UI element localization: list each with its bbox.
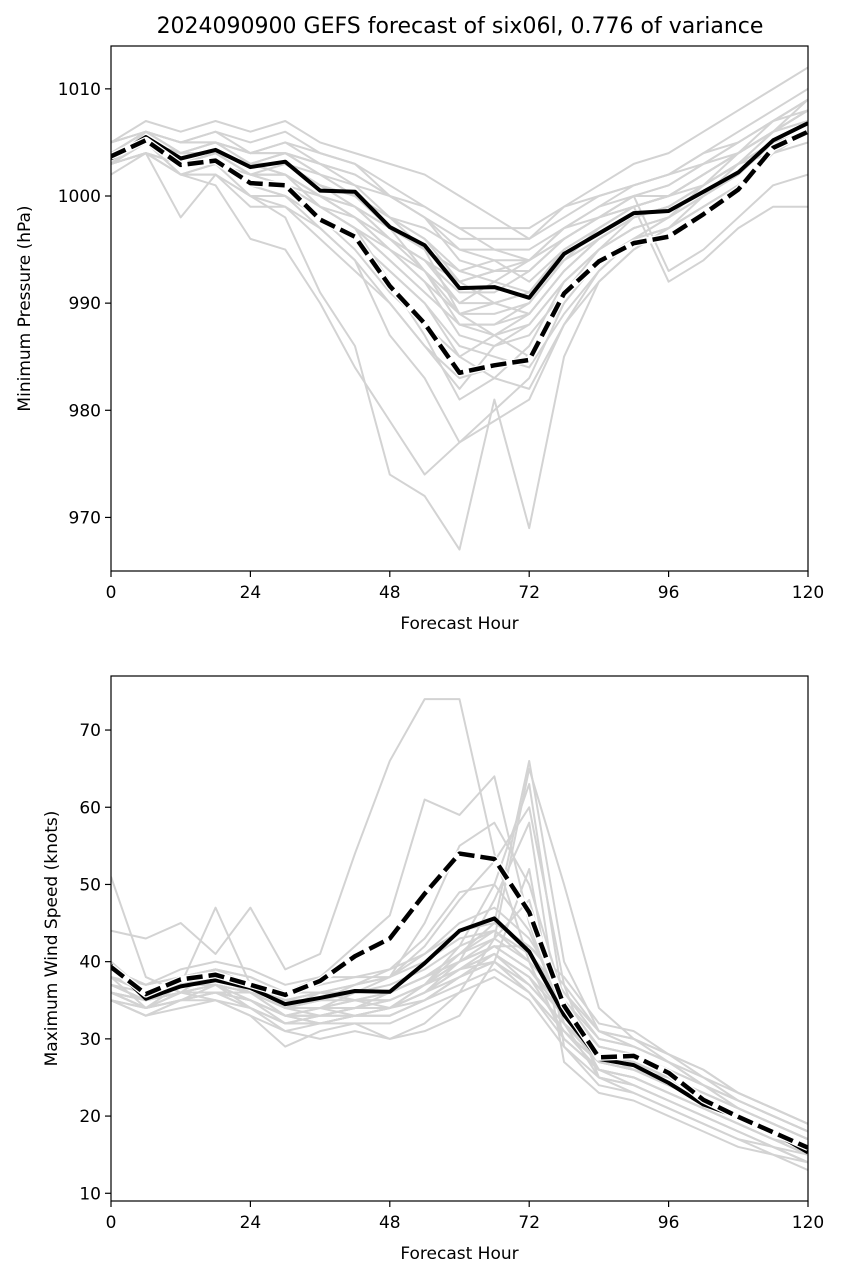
wind-member-line-16 [111,952,808,1148]
pressure-member-line-15 [111,109,808,294]
pressure-y-tick-label: 1010 [58,80,101,100]
pressure-y-tick-label: 1000 [58,187,101,207]
wind-x-tick-label: 0 [106,1213,117,1233]
wind-x-tick-label: 96 [658,1213,680,1233]
pressure-x-tick-label: 72 [518,583,540,603]
wind-y-tick-label: 20 [79,1107,101,1127]
pressure-x-tick-label: 24 [240,583,262,603]
wind-member-line-20 [111,960,808,1156]
wind-member-line-24 [111,960,808,1141]
pressure-axes-frame [110,45,809,572]
figure-title: 2024090900 GEFS forecast of six06l, 0.77… [157,14,764,39]
wind-x-axis-label: Forecast Hour [400,1244,518,1264]
wind-x-tick-label: 24 [240,1213,262,1233]
pressure-y-tick-label: 980 [69,401,101,421]
pressure-solid-line [111,121,808,300]
pressure-x-tick-label: 0 [106,583,117,603]
wind-y-tick-label: 40 [79,953,101,973]
pressure-member-line-1 [111,109,808,358]
wind-member-line-12 [111,929,808,1156]
wind-y-axis-label: Maximum Wind Speed (knots) [42,811,62,1067]
wind-member-line-8 [111,868,808,1172]
pressure-plot-area [111,66,808,551]
wind-x-tick-label: 120 [792,1213,824,1233]
wind-member-line-4 [111,759,808,1141]
pressure-x-tick-label: 96 [658,583,680,603]
pressure-member-line-5 [111,66,808,240]
wind-member-line-30 [111,960,808,1148]
pressure-y-tick-label: 970 [69,508,101,528]
wind-x-tick-label: 72 [518,1213,540,1233]
pressure-dashed-line [111,129,808,376]
pressure-x-tick-label: 48 [379,583,401,603]
pressure-member-line-24 [111,120,808,283]
pressure-y-tick-label: 990 [69,294,101,314]
pressure-member-line-4 [111,98,808,551]
pressure-dashed-line-halo [111,128,808,377]
pressure-y-axis-label: Minimum Pressure (hPa) [15,205,35,411]
wind-dashed-line [111,851,808,1150]
pressure-x-axis-label: Forecast Hour [400,614,518,634]
wind-member-line-26 [111,929,808,1125]
wind-plot-area [111,698,808,1172]
wind-y-tick-label: 70 [79,721,101,741]
pressure-member-line-10 [111,120,808,283]
wind-member-line-18 [111,952,808,1148]
wind-x-tick-label: 48 [379,1213,401,1233]
wind-y-tick-label: 30 [79,1030,101,1050]
wind-y-tick-label: 60 [79,798,101,818]
pressure-member-line-28 [111,141,808,305]
wind-y-tick-label: 50 [79,875,101,895]
pressure-x-tick-label: 120 [792,583,824,603]
pressure-member-line-29 [111,98,808,230]
wind-solid-line [111,916,808,1155]
wind-y-tick-label: 10 [79,1184,101,1204]
pressure-panel: 0 24 48 72 96 120 970 980 990 1000 1010 Forecast Ho… [15,45,824,634]
wind-member-line-25 [111,976,808,1156]
wind-axes-frame [110,675,809,1202]
wind-panel: 0 24 48 72 96 120 10 20 30 40 50 60 70 Forecast Hour M… [42,675,824,1264]
wind-member-line-27 [111,960,808,1148]
wind-member-line-22 [111,968,808,1148]
